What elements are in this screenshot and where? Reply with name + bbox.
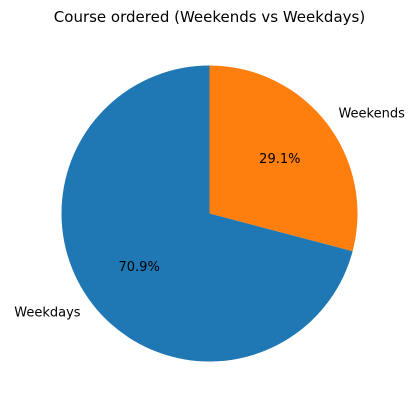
slice-percent-weekdays: 70.9% [119,260,160,275]
pie-slice-weekdays [61,65,353,362]
chart-title: Course ordered (Weekends vs Weekdays) [54,8,365,26]
pie-labels: Weekends 29.1% Weekdays 70.9% [14,107,405,321]
slice-label-weekends: Weekends [338,107,405,122]
pie-slice-weekends [209,65,358,252]
slice-label-weekdays: Weekdays [14,305,81,320]
slice-percent-weekends: 29.1% [259,152,300,167]
pie-slices [61,65,358,362]
